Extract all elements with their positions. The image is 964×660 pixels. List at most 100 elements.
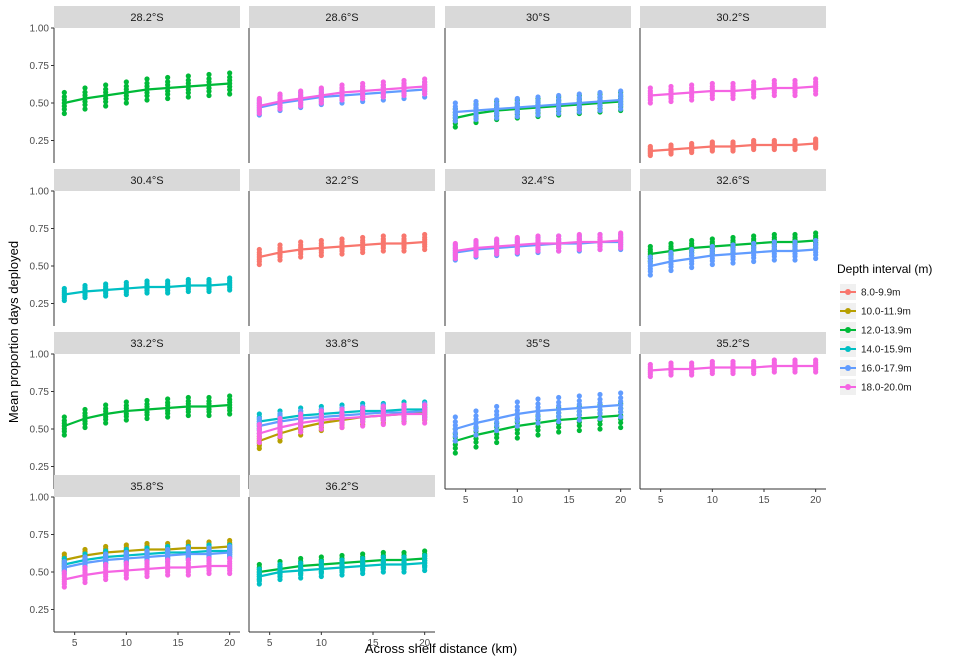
facet-strip [445,169,631,191]
data-point [452,433,458,439]
x-tick-label: 15 [563,495,575,506]
data-point [422,76,428,82]
data-point [647,85,653,91]
data-point [514,435,520,441]
data-point [401,77,407,84]
series [647,237,819,278]
data-point [103,86,109,92]
series [647,357,819,380]
trend-line [259,561,425,578]
data-point [689,264,695,271]
data-point [256,246,262,253]
data-point [473,237,479,244]
series [647,136,819,159]
data-point [597,426,603,432]
data-point [227,91,233,97]
data-point [380,79,386,85]
data-point [256,95,262,102]
facet-strip [249,332,435,354]
data-point [360,405,366,411]
data-point [144,558,150,565]
data-point [380,554,386,560]
data-point [227,537,233,544]
data-point [103,543,109,550]
data-point [165,74,171,81]
data-point [339,410,345,416]
data-point [144,548,150,554]
data-point [422,406,428,412]
data-point [514,399,520,405]
data-point [452,118,458,124]
data-point [227,275,233,281]
y-tick-label: 0.75 [30,61,50,72]
data-point [494,435,500,441]
data-point [647,254,653,260]
data-point [144,415,150,422]
data-point [103,103,109,109]
data-point [298,239,304,245]
data-point [556,414,562,420]
data-point [473,444,479,450]
data-point [647,243,653,250]
data-point [535,98,541,104]
data-point [709,261,715,268]
data-point [82,282,88,289]
data-point [227,555,233,562]
data-point [792,239,798,245]
data-point [494,115,500,121]
trend-line [64,282,230,296]
legend-key-point [845,308,851,314]
data-point [103,402,109,408]
data-point [771,137,777,144]
data-point [380,549,386,556]
data-point [597,391,603,398]
data-point [556,403,562,409]
data-point [123,417,129,423]
facet-label: 32.4°S [521,175,554,187]
data-point [82,546,88,553]
facet-panel: 30°S [444,6,631,163]
legend-key-point [845,327,851,333]
data-point [618,106,624,112]
series [61,70,233,117]
data-point [206,92,212,99]
data-point [597,421,603,427]
legend-key-point [845,346,851,352]
data-point [771,239,777,245]
data-point [144,76,150,82]
data-point [422,402,428,408]
data-point [751,358,757,365]
data-point [514,418,520,424]
data-point [751,233,757,239]
data-point [556,110,562,117]
x-tick-label: 10 [121,638,133,649]
data-point [668,142,674,148]
facet-label: 28.6°S [325,12,358,24]
trend-line [258,412,425,435]
y-tick-label: 1.00 [30,24,50,35]
facet-panel: 36.2°S 5 10 15 20 [248,475,435,649]
data-point [227,393,233,399]
data-point [360,80,366,87]
data-point [618,230,624,236]
data-point [185,539,191,545]
data-point [576,109,582,115]
data-point [401,554,407,560]
data-point [514,423,520,429]
legend-entry: 14.0-15.9m [840,341,912,357]
legend-key-point [845,365,851,371]
data-point [689,246,695,253]
data-point [514,404,520,410]
data-point [668,253,674,259]
data-point [689,360,695,366]
data-point [792,231,798,238]
data-point [277,561,283,568]
data-point [256,421,262,428]
data-point [401,402,407,408]
x-tick-label: 15 [367,638,379,649]
data-point [256,415,262,422]
y-tick-label: 0.50 [30,425,50,436]
x-tick-label: 15 [758,495,770,506]
data-point [206,555,212,562]
data-point [751,79,757,85]
